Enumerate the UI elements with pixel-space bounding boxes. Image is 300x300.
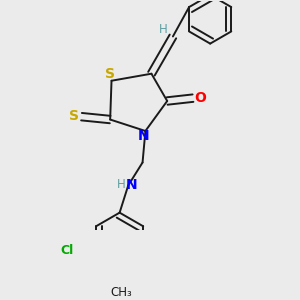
Text: H: H — [117, 178, 125, 190]
Text: O: O — [194, 91, 206, 105]
Text: N: N — [125, 178, 137, 192]
Text: S: S — [105, 68, 115, 81]
Text: N: N — [138, 129, 150, 143]
Text: CH₃: CH₃ — [110, 286, 132, 299]
Text: H: H — [158, 23, 167, 36]
Text: Cl: Cl — [60, 244, 74, 257]
Text: S: S — [69, 109, 79, 123]
